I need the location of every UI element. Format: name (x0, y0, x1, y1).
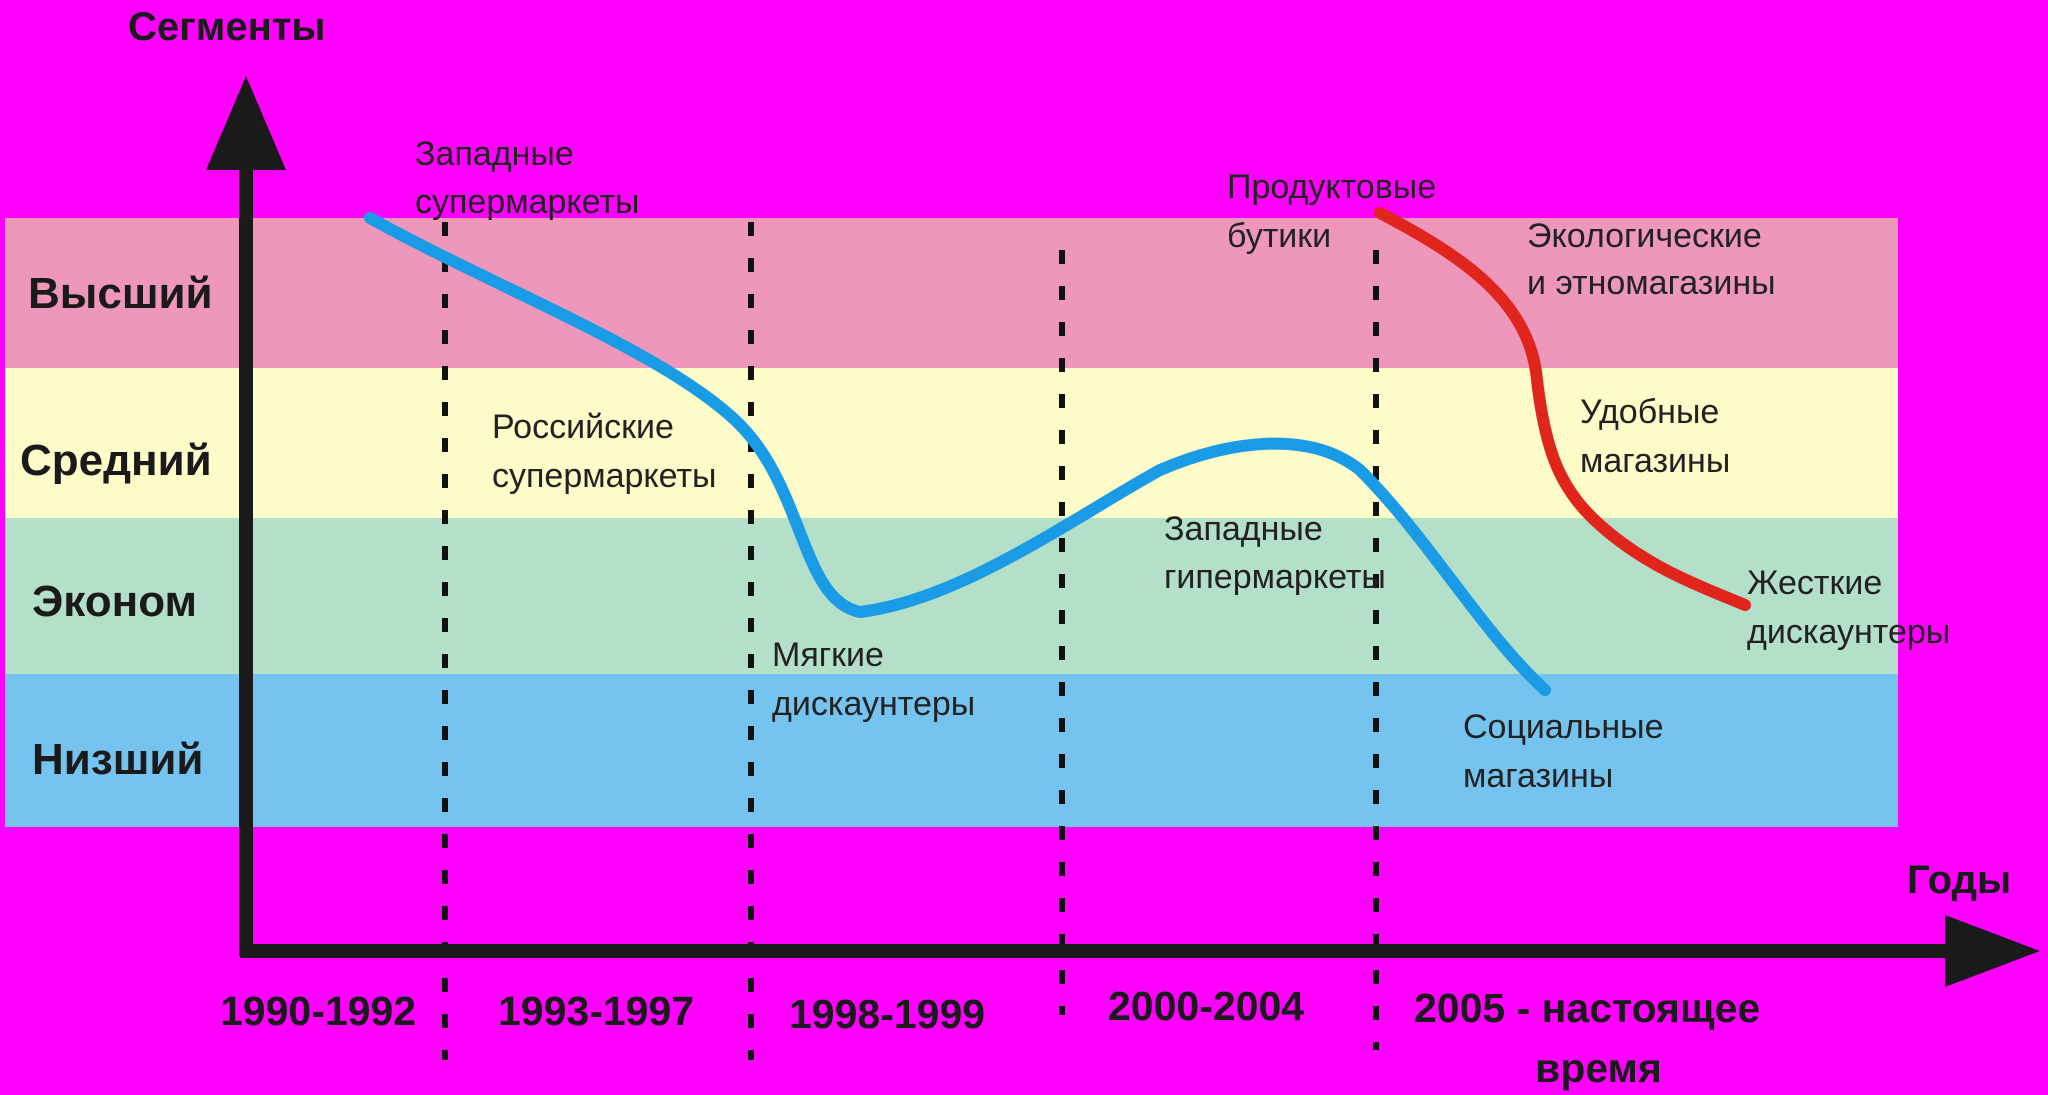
annotation-russian-supermarkets: Российские супермаркеты (492, 408, 716, 495)
svg-text:Продуктовые: Продуктовые (1227, 168, 1436, 206)
svg-text:Удобные: Удобные (1580, 393, 1719, 431)
svg-text:магазины: магазины (1580, 442, 1730, 480)
annotation-convenience-stores: Удобные магазины (1580, 393, 1730, 480)
annotation-social-stores: Социальные магазины (1463, 708, 1664, 795)
segment-band-economy (5, 518, 1898, 674)
svg-text:дискаунтеры: дискаунтеры (1747, 613, 1950, 651)
x-axis-arrowhead (1945, 915, 2040, 987)
segment-band-lowest (5, 674, 1898, 827)
annotation-soft-discounters: Мягкие дискаунтеры (772, 636, 975, 723)
svg-text:и этномагазины: и этномагазины (1527, 264, 1776, 302)
svg-text:супермаркеты: супермаркеты (492, 457, 716, 495)
period-label-2000-2004: 2000-2004 (1108, 983, 1304, 1029)
curve-blue (364, 212, 1551, 696)
annotation-eco-ethno-stores: Экологические и этномагазины (1527, 217, 1776, 302)
annotation-western-hypermarkets: Западные гипермаркеты (1164, 510, 1386, 596)
segment-label-lowest: Низший (32, 735, 203, 784)
x-axis (240, 915, 2040, 987)
y-axis-title: Сегменты (128, 5, 326, 49)
svg-text:супермаркеты: супермаркеты (415, 183, 639, 221)
segment-band-highest (5, 218, 1898, 368)
annotation-hard-discounters: Жесткие дискаунтеры (1747, 564, 1950, 651)
svg-text:Западные: Западные (415, 135, 574, 173)
svg-text:гипермаркеты: гипермаркеты (1164, 558, 1386, 596)
y-axis-arrowhead (206, 76, 286, 170)
segment-label-economy: Эконом (32, 577, 197, 626)
period-label-1993-1997: 1993-1997 (498, 988, 694, 1034)
svg-text:бутики: бутики (1227, 217, 1331, 255)
svg-text:Жесткие: Жесткие (1747, 564, 1882, 602)
svg-text:Экологические: Экологические (1527, 217, 1762, 255)
curve-red (1374, 207, 1751, 611)
svg-text:Российские: Российские (492, 408, 674, 446)
period-label-2005-present: 2005 - настоящее (1414, 985, 1760, 1031)
period-label-2005-present-line2: время (1535, 1045, 1662, 1091)
period-label-1990-1992: 1990-1992 (220, 988, 416, 1034)
segment-label-highest: Высший (28, 269, 213, 318)
segment-band-middle (5, 368, 1898, 518)
annotation-western-supermarkets: Западные супермаркеты (415, 135, 639, 221)
x-axis-title: Годы (1907, 858, 2011, 902)
period-label-1998-1999: 1998-1999 (789, 991, 985, 1037)
svg-text:Западные: Западные (1164, 510, 1323, 548)
svg-text:Мягкие: Мягкие (772, 636, 884, 674)
svg-text:дискаунтеры: дискаунтеры (772, 685, 975, 723)
segment-label-middle: Средний (20, 436, 212, 485)
svg-text:Социальные: Социальные (1463, 708, 1664, 746)
annotation-food-boutiques: Продуктовые бутики (1227, 168, 1436, 255)
y-axis (206, 76, 286, 956)
svg-text:магазины: магазины (1463, 757, 1613, 795)
